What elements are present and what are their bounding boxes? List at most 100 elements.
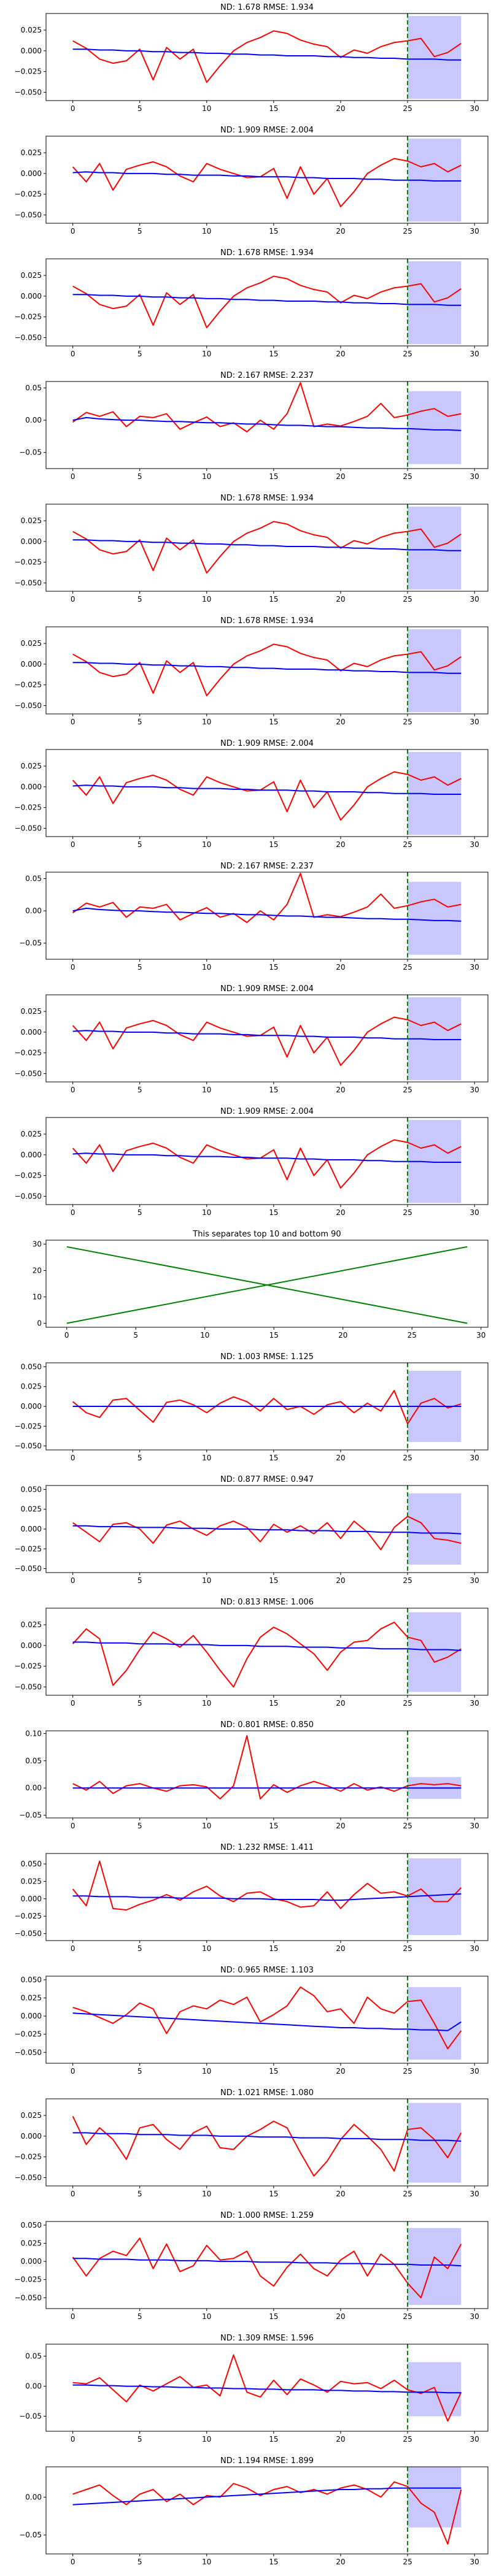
y-tick-label: 0.050 [21,1362,42,1371]
x-tick-label: 15 [269,472,278,481]
y-tick-label: 0.000 [21,2132,42,2141]
y-tick-label: 0.000 [21,1641,42,1650]
panel-8: ND: 2.167 RMSE: 2.237 0 5 10 15 20 25 30 −0.05 0.… [19,862,489,972]
x-tick-label: 5 [137,227,142,236]
panel-3: ND: 1.678 RMSE: 1.934 0 5 10 15 20 25 30 −0.050 −… [15,248,489,358]
panel-title: ND: 1.909 RMSE: 2.004 [220,739,314,748]
axes-frame [45,1240,489,1328]
series-line-1 [72,643,462,697]
series-line-2 [72,2487,462,2505]
y-tick-label: −0.050 [15,2173,42,2182]
uncertainty-band [408,1612,462,1692]
series-line-1 [72,2481,462,2545]
x-tick-label: 25 [403,595,412,604]
x-tick-label: 0 [71,472,75,481]
x-tick-label: 0 [71,1699,75,1708]
x-tick-label: 15 [269,1822,278,1830]
y-tick-label: 0.05 [25,875,42,883]
y-tick-label: 0.050 [21,1976,42,1984]
x-tick-label: 10 [202,1086,211,1094]
x-tick-label: 5 [137,472,142,481]
x-tick-label: 20 [336,1576,345,1585]
x-tick-label: 10 [202,1576,211,1585]
y-tick-label: 0.050 [21,2221,42,2229]
series-line-2 [72,539,462,551]
x-tick-label: 20 [336,1944,345,1953]
y-tick-label: 0.10 [25,1729,42,1738]
panel-title: ND: 1.678 RMSE: 1.934 [220,494,314,503]
panel-2: ND: 1.909 RMSE: 2.004 0 5 10 15 20 25 30 −0.050 −… [15,126,489,236]
x-tick-label: 20 [336,2435,345,2444]
series-line-1 [72,275,462,329]
y-tick-label: −0.025 [15,681,42,689]
x-tick-label: 15 [269,1086,278,1094]
y-tick-label: 0 [37,1319,42,1328]
x-tick-label: 20 [336,1699,345,1708]
x-tick-label: 30 [470,1822,479,1830]
plot-area [72,2467,462,2554]
x-tick-label: 30 [476,1331,485,1340]
x-tick-label: 25 [408,1331,417,1340]
x-tick-label: 0 [71,1944,75,1953]
x-tick-label: 20 [336,718,345,726]
x-tick-label: 10 [202,963,211,972]
panel-15: ND: 0.801 RMSE: 0.850 0 5 10 15 20 25 30 −0.05 0.… [19,1720,489,1830]
x-tick-label: 20 [336,104,345,113]
x-tick-label: 30 [470,104,479,113]
axes-frame [45,1117,489,1205]
x-tick-label: 25 [403,2067,412,2076]
panel-20: ND: 1.309 RMSE: 1.596 0 5 10 15 20 25 30 −0.05 0.… [19,2334,489,2444]
series-line-1 [72,2354,462,2422]
x-tick-label: 10 [202,1822,211,1830]
series-line-2 [72,1641,462,1651]
x-tick-label: 5 [133,1331,138,1340]
panel-title: ND: 2.167 RMSE: 2.237 [220,862,314,871]
x-tick-label: 5 [137,2435,142,2444]
series-line-1 [72,771,462,821]
plot-area [72,136,462,223]
x-tick-label: 0 [71,595,75,604]
y-tick-label: 0.000 [21,537,42,546]
x-tick-label: 30 [470,718,479,726]
panel-title: ND: 0.801 RMSE: 0.850 [220,1720,314,1730]
y-tick-label: −0.05 [19,939,42,948]
x-tick-label: 10 [202,1699,211,1708]
panel-title: ND: 1.678 RMSE: 1.934 [220,616,314,626]
x-tick-label: 5 [137,1822,142,1830]
x-tick-label: 15 [269,1331,279,1340]
series-line-2 [72,1893,462,1901]
y-tick-label: −0.025 [15,803,42,812]
x-tick-label: 25 [403,1208,412,1217]
y-tick-label: 0.025 [21,2239,42,2248]
axes-frame [45,2221,489,2309]
y-tick-label: −0.025 [15,1544,42,1553]
y-tick-label: −0.025 [15,67,42,76]
y-tick-label: −0.025 [15,2153,42,2161]
x-tick-label: 30 [470,1454,479,1462]
x-tick-label: 10 [202,1944,211,1953]
x-tick-label: 20 [336,1208,345,1217]
plot-area [72,2099,462,2186]
x-tick-label: 15 [269,1576,278,1585]
x-tick-label: 20 [336,1822,345,1830]
x-tick-label: 5 [137,350,142,358]
series-line-2 [72,294,462,306]
y-tick-label: 0.000 [21,1028,42,1037]
x-tick-label: 10 [202,2067,211,2076]
x-tick-label: 0 [71,840,75,849]
x-tick-label: 10 [202,595,211,604]
y-tick-label: −0.050 [15,2048,42,2057]
x-tick-label: 25 [403,1699,412,1708]
series-line-2 [66,1246,468,1324]
uncertainty-band [408,16,462,99]
x-tick-label: 10 [202,840,211,849]
x-tick-label: 25 [403,1822,412,1830]
y-tick-label: 0.000 [21,1402,42,1411]
x-tick-label: 20 [336,595,345,604]
x-tick-label: 0 [71,2435,75,2444]
plot-area [72,1976,462,2063]
series-line-2 [72,907,462,922]
panel-16: ND: 1.232 RMSE: 1.411 0 5 10 15 20 25 30 −0.050 −… [15,1843,489,1953]
panel-4: ND: 2.167 RMSE: 2.237 0 5 10 15 20 25 30 −0.05 0.… [19,371,489,481]
x-tick-label: 5 [137,2558,142,2566]
